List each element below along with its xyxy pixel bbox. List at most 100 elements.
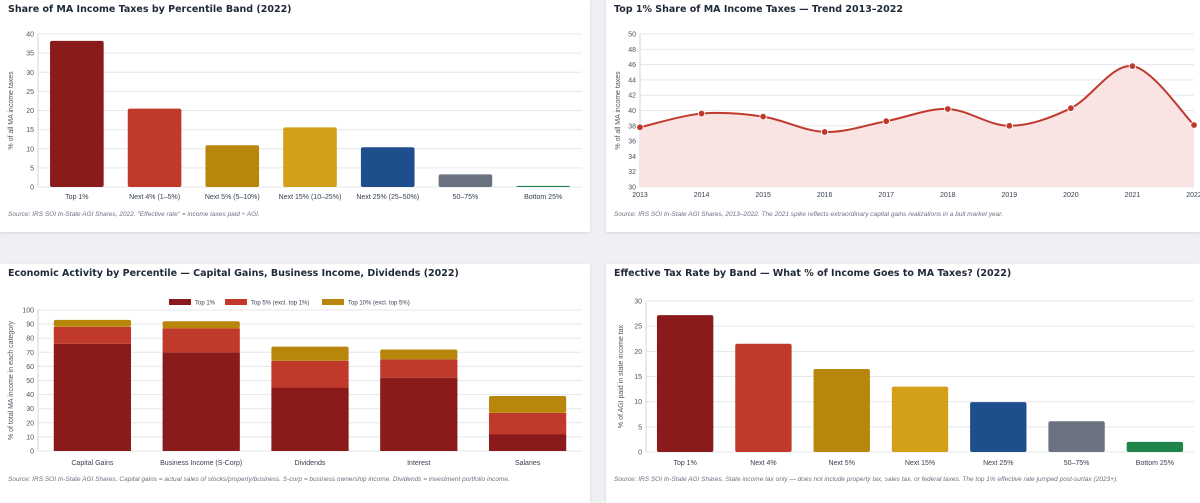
bar <box>1048 421 1105 452</box>
y-tick-label: 50 <box>628 32 636 39</box>
area-fill <box>640 65 1194 187</box>
x-tick-label: 2017 <box>878 192 894 199</box>
bar-segment <box>380 359 458 378</box>
series-line <box>639 65 1195 133</box>
x-tick-label: Top 1% <box>65 194 88 201</box>
y-tick-label: 30 <box>26 70 34 77</box>
x-tick-label: Next 4% <box>750 460 776 467</box>
panel-top1-trend: Top 1% Share of MA Income Taxes — Trend … <box>606 0 1200 232</box>
x-tick-label: 2019 <box>1002 192 1018 199</box>
x-tick-label: 50–75% <box>453 194 479 201</box>
bar-segment <box>380 349 458 360</box>
x-tick-label: Business Income (S-Corp) <box>160 460 242 467</box>
data-point <box>697 109 706 118</box>
bar-segment <box>162 328 240 353</box>
source-note: Source: IRS SOI In-State AGI Shares, 201… <box>614 211 1003 218</box>
legend-swatch <box>225 299 247 305</box>
y-tick-label: 46 <box>628 62 636 69</box>
y-tick-label: 60 <box>26 364 34 371</box>
bar-segment <box>53 326 132 344</box>
data-point <box>882 117 890 125</box>
bar <box>970 402 1027 452</box>
bar-segment <box>53 343 132 451</box>
y-tick-label: 36 <box>628 139 636 146</box>
y-tick-label: 42 <box>628 93 636 100</box>
source-note: Source: IRS SOI In-State AGI Shares. Cap… <box>8 476 510 483</box>
y-tick-label: 48 <box>628 47 636 54</box>
x-tick-label: 2018 <box>940 192 956 199</box>
y-tick-label: 32 <box>628 169 636 176</box>
y-tick-label: 0 <box>30 185 34 192</box>
data-point <box>759 112 767 121</box>
y-tick-label: 25 <box>26 89 34 96</box>
x-tick-label: Next 5% <box>828 460 854 467</box>
x-tick-label: Next 25% (25–50%) <box>356 194 419 201</box>
x-tick-label: Capital Gains <box>71 460 114 467</box>
y-tick-label: 0 <box>638 450 642 457</box>
bar-segment <box>380 377 458 451</box>
y-tick-label: 5 <box>30 165 34 172</box>
bar <box>360 147 415 187</box>
legend-swatch <box>169 299 191 305</box>
y-tick-label: 0 <box>30 449 34 456</box>
data-point <box>1005 122 1014 130</box>
y-tick-label: 40 <box>26 32 34 39</box>
y-tick-label: 10 <box>26 434 34 441</box>
x-tick-label: Top 1% <box>673 460 696 467</box>
bar <box>205 145 260 187</box>
data-point <box>636 123 644 132</box>
panel-title: Economic Activity by Percentile — Capita… <box>8 268 459 279</box>
legend-label: Top 1% <box>195 301 216 307</box>
x-tick-label: 2020 <box>1063 192 1079 199</box>
x-tick-label: 2015 <box>755 192 771 199</box>
y-tick-label: 70 <box>26 350 34 357</box>
panel-title: Top 1% Share of MA Income Taxes — Trend … <box>614 4 903 15</box>
legend-swatch <box>322 299 344 305</box>
bar-segment <box>162 352 240 451</box>
x-tick-label: Bottom 25% <box>1136 460 1174 467</box>
y-tick-label: 20 <box>26 420 34 427</box>
bar-segment <box>488 412 567 435</box>
bar <box>438 174 493 187</box>
bar <box>1126 441 1184 452</box>
x-tick-label: Bottom 25% <box>524 194 562 201</box>
panel-economic-activity: Economic Activity by Percentile — Capita… <box>0 264 590 503</box>
bar <box>813 368 870 452</box>
y-tick-label: 20 <box>634 349 642 356</box>
y-tick-label: 100 <box>22 308 34 315</box>
bar <box>50 40 104 188</box>
chart-top1-trend: 30 32 34 36 38 40 42 44 46 48 50 % of all MA income… <box>615 32 1200 200</box>
y-tick-label: 90 <box>26 322 34 329</box>
legend-label: Top 5% (excl. top 1%) <box>251 301 309 307</box>
y-tick-label: 40 <box>26 392 34 399</box>
x-tick-label: 2013 <box>632 192 648 199</box>
panel-tax-share: Share of MA Income Taxes by Percentile B… <box>0 0 590 232</box>
x-tick-label: Next 25% <box>983 460 1013 467</box>
y-tick-label: 50 <box>26 378 34 385</box>
y-tick-label: 15 <box>26 127 34 134</box>
y-tick-label: 44 <box>628 77 636 84</box>
y-axis-label: % of all MA income taxes <box>615 71 622 150</box>
bar-segment <box>271 387 349 451</box>
x-tick-label: Dividends <box>295 460 326 467</box>
bar-segment <box>162 321 240 329</box>
source-note: Source: IRS SOI In-State AGI Shares. Sta… <box>614 476 1118 483</box>
chart-economic-activity: 0 10 20 30 40 50 60 70 80 90 100 % of total MA inco… <box>8 299 582 467</box>
bar <box>891 386 949 452</box>
x-tick-label: Interest <box>407 460 430 467</box>
y-tick-label: 30 <box>26 406 34 413</box>
y-tick-label: 25 <box>634 324 642 331</box>
y-axis-label: % of AGI paid in state income tax <box>618 324 625 428</box>
x-tick-label: Next 15% (10–25%) <box>279 194 342 201</box>
source-note: Source: IRS SOI In-State AGI Shares, 202… <box>8 211 260 218</box>
data-point <box>820 128 829 136</box>
y-tick-label: 30 <box>628 185 636 192</box>
x-tick-label: 2022 <box>1186 192 1200 199</box>
panel-effective-rate: Effective Tax Rate by Band — What % of I… <box>606 264 1200 503</box>
y-tick-label: 80 <box>26 336 34 343</box>
y-tick-label: 5 <box>638 424 642 431</box>
x-tick-label: Next 4% (1–5%) <box>129 194 180 201</box>
bar <box>127 108 182 187</box>
y-tick-label: 30 <box>634 299 642 306</box>
chart-tax-share: 0 5 10 15 20 25 30 35 40 % of all MA income taxes… <box>8 32 582 201</box>
